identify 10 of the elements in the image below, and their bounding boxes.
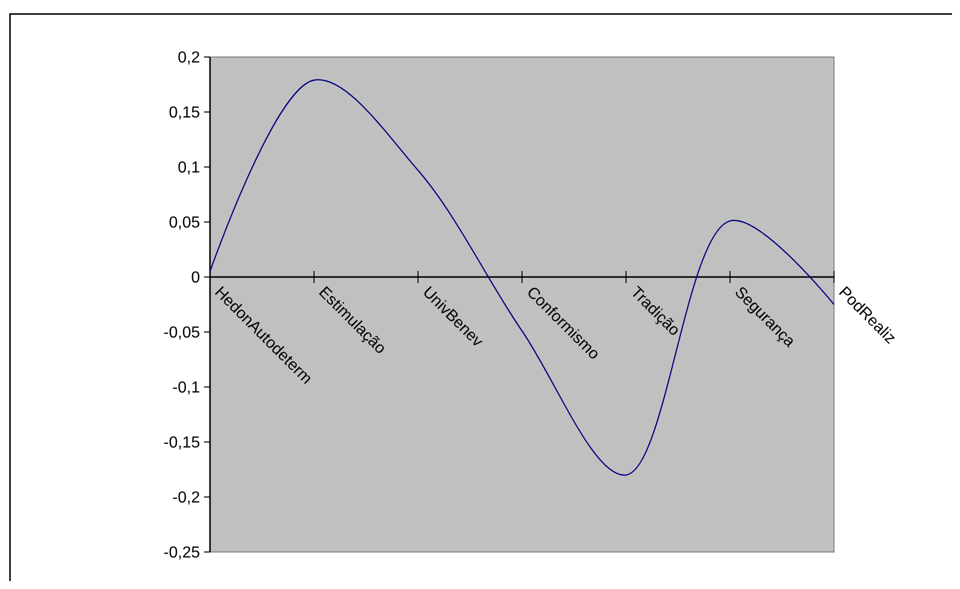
y-tick-label: 0,2	[178, 50, 200, 67]
y-tick-label: -0,2	[172, 490, 200, 507]
y-tick-label: -0,15	[164, 434, 200, 452]
y-tick-label: -0,25	[164, 544, 200, 562]
y-tick-label: -0,1	[172, 380, 200, 397]
y-tick-label: 0,15	[168, 104, 200, 122]
y-tick-label: 0	[191, 270, 200, 287]
y-tick-label: 0,05	[168, 214, 200, 232]
y-tick-label: -0,05	[164, 324, 200, 342]
y-tick-label: 0,1	[178, 160, 200, 177]
